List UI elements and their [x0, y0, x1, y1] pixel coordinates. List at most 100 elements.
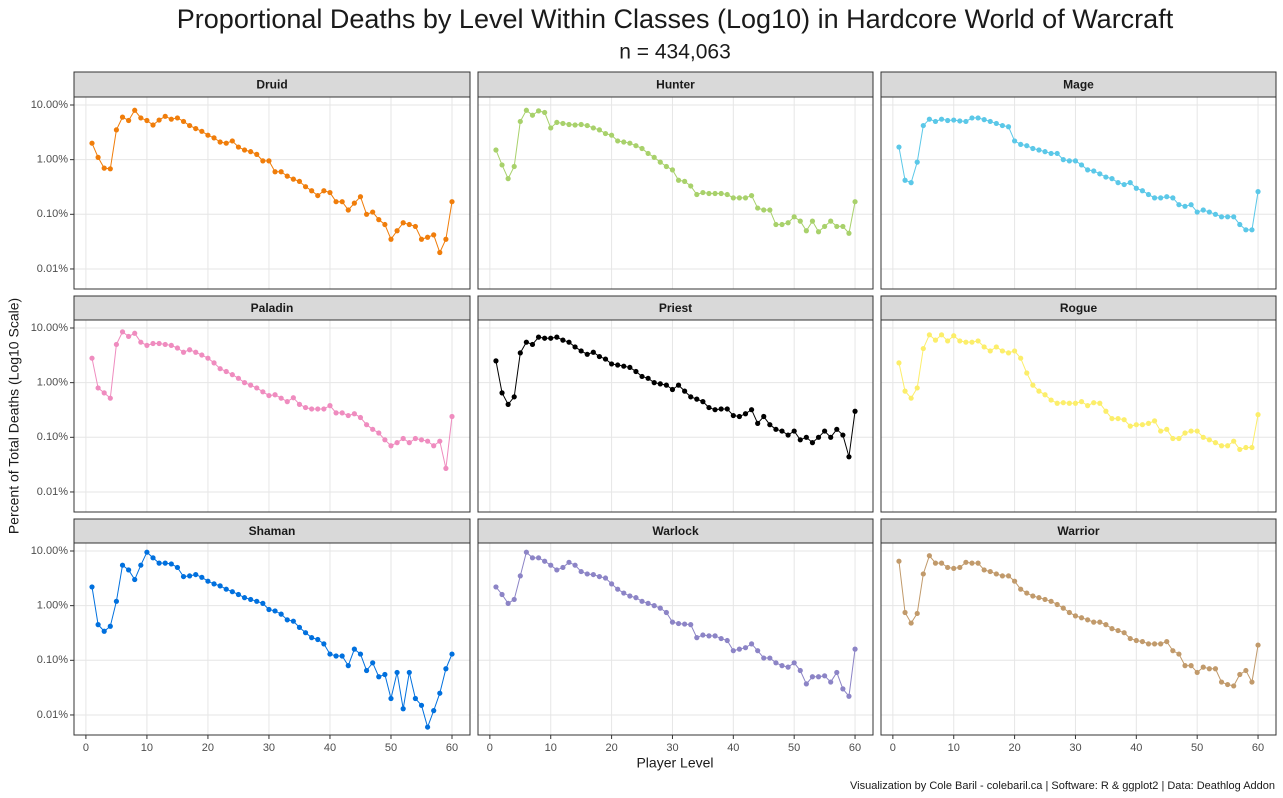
data-point [639, 145, 645, 152]
data-point [1091, 168, 1097, 174]
data-point [1225, 214, 1231, 220]
data-point [1188, 663, 1194, 669]
data-point [596, 127, 603, 133]
data-point [370, 209, 376, 215]
data-point [266, 392, 272, 399]
data-point [1212, 666, 1219, 672]
data-point [1078, 615, 1085, 621]
panel-border [477, 542, 874, 736]
data-point [376, 430, 382, 436]
data-point [1231, 438, 1237, 444]
data-point [548, 125, 554, 131]
data-point [1066, 158, 1072, 164]
data-point [542, 558, 548, 564]
data-point [1237, 446, 1243, 453]
data-point [1036, 388, 1042, 394]
data-point [1249, 679, 1255, 685]
data-point [1188, 428, 1194, 434]
data-point [1194, 669, 1200, 676]
data-point [554, 334, 560, 340]
data-point [945, 564, 951, 571]
data-point [748, 407, 755, 413]
data-point [615, 362, 621, 368]
data-point [785, 432, 791, 438]
data-point [852, 408, 858, 414]
data-point [1121, 181, 1127, 188]
data-point [229, 589, 235, 595]
data-point [852, 199, 858, 205]
data-point [1127, 635, 1133, 642]
y-tick-label: 0.10% [37, 431, 68, 443]
data-point [1218, 443, 1225, 449]
data-point [241, 595, 248, 601]
data-point [785, 664, 791, 670]
data-point [1194, 209, 1200, 215]
data-point [615, 586, 621, 592]
strip-label: Hunter [656, 78, 695, 92]
data-point [1042, 596, 1048, 603]
data-point [1030, 382, 1036, 388]
data-point [920, 571, 926, 577]
data-point [548, 562, 554, 568]
data-point [339, 199, 345, 205]
data-point [248, 149, 254, 155]
data-point [1249, 227, 1255, 233]
data-point [840, 686, 846, 692]
data-point [1145, 420, 1152, 426]
data-point [107, 395, 113, 401]
data-point [260, 158, 266, 164]
data-point [89, 584, 95, 590]
data-point [578, 121, 584, 128]
data-point [791, 660, 797, 666]
data-point [388, 695, 394, 702]
data-point [1151, 641, 1158, 647]
data-point [852, 646, 858, 652]
data-point [608, 361, 615, 367]
data-point [211, 581, 217, 587]
data-point [621, 139, 627, 145]
data-point [144, 342, 150, 349]
data-point [1170, 648, 1176, 654]
data-point [675, 620, 682, 627]
data-point [999, 122, 1006, 129]
data-point [339, 653, 345, 659]
data-point [431, 232, 437, 238]
data-point [590, 349, 596, 355]
data-point [1133, 637, 1139, 644]
data-point [718, 635, 724, 642]
x-tick-label: 0 [890, 742, 896, 754]
data-point [345, 412, 351, 419]
data-point [150, 340, 156, 347]
y-tick-label: 1.00% [37, 600, 68, 612]
data-point [499, 162, 505, 168]
data-point [357, 414, 364, 421]
data-point [333, 653, 339, 659]
data-point [493, 147, 499, 153]
data-point [339, 410, 345, 416]
data-point [700, 399, 706, 405]
data-point [254, 385, 260, 391]
data-point [113, 127, 120, 133]
data-point [1218, 214, 1225, 220]
data-point [1048, 598, 1054, 604]
x-tick-label: 50 [385, 742, 397, 754]
data-point [730, 195, 736, 201]
data-point [1018, 586, 1024, 592]
data-point [724, 637, 730, 644]
data-point [162, 113, 168, 119]
data-point [920, 122, 926, 129]
data-point [302, 184, 309, 190]
data-point [1182, 203, 1188, 209]
data-point [706, 190, 712, 197]
data-point [828, 679, 834, 685]
data-point [651, 603, 657, 609]
data-point [822, 428, 828, 434]
data-point [969, 560, 975, 566]
data-point [803, 681, 809, 687]
data-point [535, 108, 542, 114]
data-point [675, 177, 682, 183]
data-point [993, 120, 999, 127]
data-point [1176, 202, 1182, 208]
data-point [663, 382, 669, 388]
data-point [669, 386, 676, 393]
